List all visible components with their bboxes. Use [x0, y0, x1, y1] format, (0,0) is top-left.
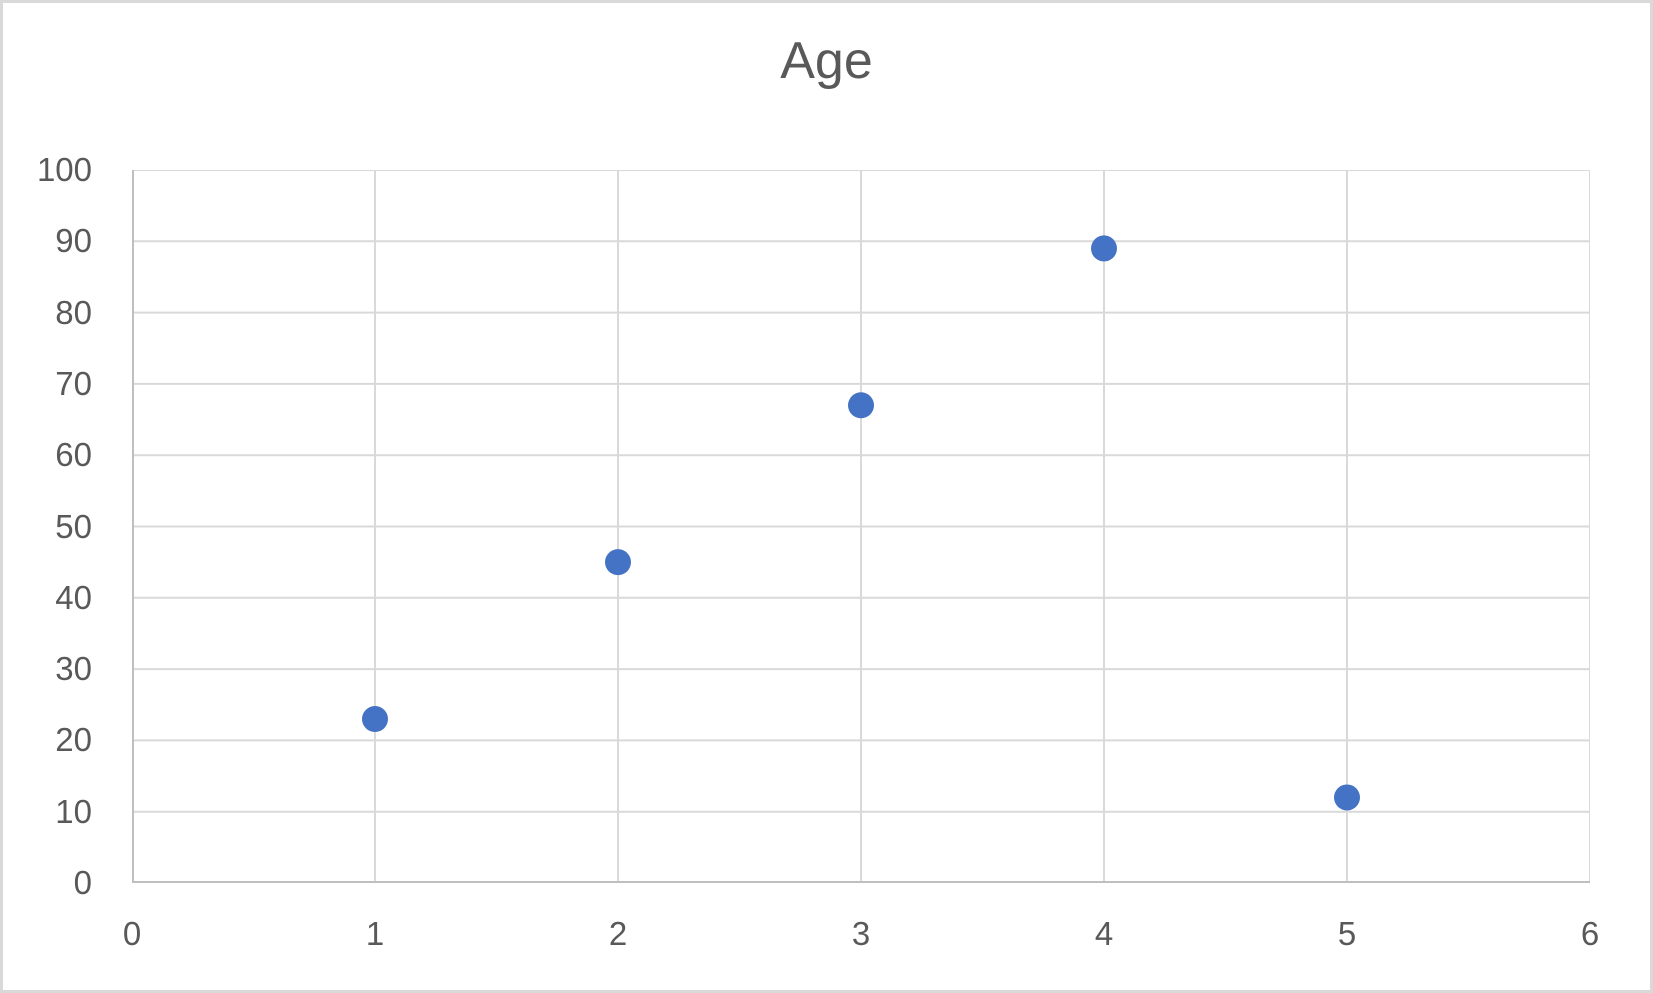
x-tick-label: 1 — [365, 915, 385, 952]
x-tick-label: 6 — [1580, 915, 1600, 952]
y-tick-label: 40 — [55, 578, 92, 616]
x-tick-label: 2 — [608, 915, 628, 952]
y-tick-label: 60 — [55, 436, 92, 474]
data-point — [1334, 784, 1360, 811]
x-tick-label: 4 — [1094, 915, 1114, 952]
y-tick-label: 70 — [55, 364, 92, 402]
plot-area — [132, 170, 1590, 883]
y-tick-label: 30 — [55, 650, 92, 688]
y-tick-label: 100 — [36, 151, 92, 188]
data-point — [1091, 235, 1117, 262]
y-tick-label: 20 — [55, 721, 92, 759]
data-point — [362, 706, 388, 733]
x-tick-label: 3 — [851, 915, 871, 952]
x-tick-label: 0 — [122, 915, 142, 952]
x-tick-label: 5 — [1337, 915, 1357, 952]
scatter-plot-canvas — [132, 170, 1590, 883]
y-tick-label: 10 — [55, 792, 92, 830]
y-tick-label: 90 — [55, 222, 92, 260]
y-tick-label: 0 — [73, 864, 92, 901]
y-tick-label: 50 — [55, 507, 92, 545]
data-point — [605, 549, 631, 576]
data-point — [848, 392, 874, 419]
chart-title: Age — [780, 32, 873, 90]
y-tick-label: 80 — [55, 293, 92, 331]
